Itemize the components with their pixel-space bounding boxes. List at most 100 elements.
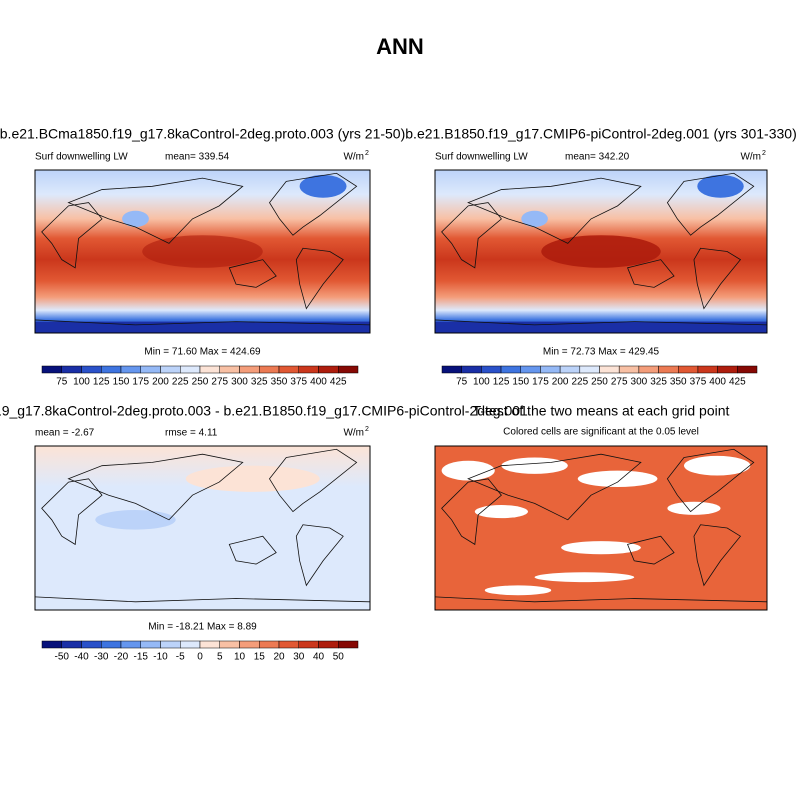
colorbar-label: 100 [73,377,90,388]
colorbar-box [579,365,600,374]
colorbar-label: 150 [512,377,529,388]
colorbar-box [199,640,220,649]
colorbar-label: 0 [197,652,203,663]
colorbar-label: 425 [729,377,746,388]
colorbar-label: 275 [211,377,228,388]
left-string: Surf downwelling LW [35,152,128,163]
colorbar-box [120,365,141,374]
colorbar-box [697,365,718,374]
colorbar-box [298,640,319,649]
colorbar-label: 200 [152,377,169,388]
panel: b.e21.BCma1850.f19_g17.8kaControl-2deg.p… [0,126,405,388]
insignificant-area [577,470,658,487]
min-max: Min = 71.60 Max = 424.69 [144,347,261,358]
colorbar-box [61,365,82,374]
colorbar-box [120,640,141,649]
colorbar-box [160,640,181,649]
colorbar-box [160,365,181,374]
units-exponent: 2 [365,150,369,157]
coastline [693,247,742,310]
colorbar-box [559,365,581,374]
colorbar-box [101,365,122,374]
antarctic [435,321,767,333]
colorbar-label: -15 [134,652,149,663]
plateau [122,210,149,228]
colorbar-box [618,365,640,374]
coastline [441,478,502,546]
insignificant-area [484,585,552,596]
colorbar-label: -5 [176,652,185,663]
colorbar-box [678,365,699,374]
colorbar-box [298,365,319,374]
insignificant-area [474,505,528,519]
colorbar-box [520,365,541,374]
colorbar-label: 30 [293,652,305,663]
insignificant-area [534,572,635,583]
insignificant-area [441,460,495,481]
panel-title: b.e21.BCma1850.f19_g17.8kaControl-2deg.p… [0,126,405,142]
colorbar-box [259,365,280,374]
colorbar-label: -50 [55,652,70,663]
colorbar-box [239,365,260,374]
map-frame [434,445,768,611]
coastline [41,478,103,546]
colorbar-label: 75 [56,377,68,388]
map-frame [34,445,371,611]
coastline [295,524,344,587]
anomaly-patch [95,509,176,530]
panel: T-test of the two means at each grid poi… [434,403,768,611]
antarctic [35,321,370,333]
map-frame [434,169,768,334]
colorbar-label: 400 [709,377,726,388]
colorbar-box [180,365,201,374]
colorbar-box [658,365,679,374]
panel: b.e21.B1850.f19_g17.CMIP6-piControl-2deg… [405,126,796,388]
colorbar-box [461,365,482,374]
colorbar-label: 75 [456,377,468,388]
cold-region [299,174,347,198]
coastline [693,524,742,587]
colorbar-label: 425 [330,377,347,388]
units-exponent: 2 [365,426,369,433]
units: W/m [343,152,364,163]
colorbar-box [318,640,339,649]
colorbar-label: 375 [290,377,307,388]
colorbar-label: 400 [310,377,327,388]
colorbar-box [81,640,102,649]
colorbar-box [81,365,102,374]
insignificant-area [667,501,721,515]
coastline [228,535,277,565]
colorbar-label: -40 [74,652,89,663]
units: W/m [740,152,761,163]
colorbar-label: 300 [231,377,248,388]
colorbar-label: 225 [571,377,588,388]
coastline [666,172,755,236]
colorbar-box [278,365,299,374]
coastline [269,172,358,236]
colorbar-label: 225 [172,377,189,388]
colorbar-label: 150 [113,377,130,388]
colorbar-box [140,365,161,374]
colorbar-box [219,365,240,374]
colorbar-label: 375 [690,377,707,388]
insignificant-area [561,541,641,555]
colorbar-label: 40 [313,652,325,663]
colorbar-label: 300 [631,377,648,388]
coastline [467,177,642,244]
insignificant-area [684,455,751,476]
colorbar-box [540,365,561,374]
plateau [521,210,548,228]
coastline [666,448,755,513]
colorbar-label: 325 [251,377,268,388]
map-frame [34,169,371,334]
colorbar-box [318,365,339,374]
left-string: mean = -2.67 [35,428,95,439]
colorbar-box [199,365,220,374]
coastline [41,202,103,269]
colorbar-box [101,640,122,649]
colorbar-box [180,640,201,649]
colorbar-label: 200 [552,377,569,388]
colorbar-label: 125 [493,377,510,388]
panel: b.e21.BCma1850.f19_g17.8kaControl-2deg.p… [0,403,528,663]
